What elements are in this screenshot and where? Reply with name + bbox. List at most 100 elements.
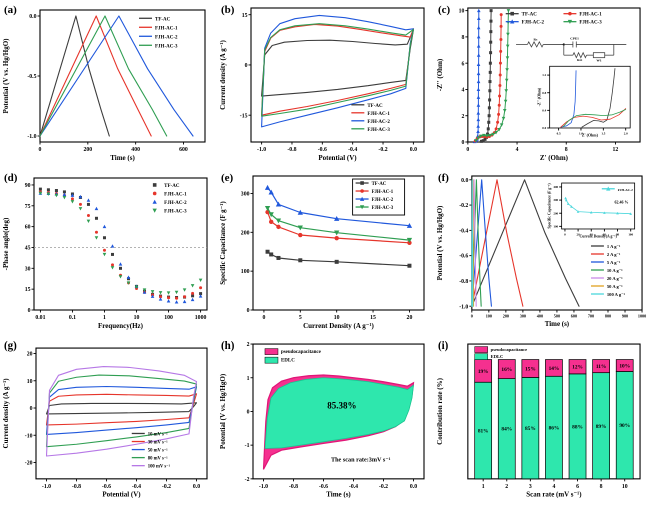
y-tick-label: 0 [461, 140, 464, 146]
y-axis-label: Contribution rate (%) [436, 377, 444, 445]
series-10 mV s⁻¹ [45, 402, 198, 415]
y-tick-label: 300 [241, 192, 250, 198]
axes: -1.0 -0.8 -0.6 -0.4 -0.2 0.0 -2 -1 0 1 2 Time (s) Po… [219, 342, 417, 499]
series-FJH-AC-2 [261, 14, 414, 128]
circuit-label-cpe: CPE1 [570, 36, 579, 40]
y-tick-label: 0 [245, 63, 248, 69]
circuit-label-w: W1 [596, 59, 601, 63]
x-tick-label: -0.6 [319, 484, 328, 490]
x-tick-label: 1.0 [579, 131, 583, 135]
x-tick-label: 0.1 [69, 315, 76, 321]
y-tick-label: -0.2 [459, 203, 468, 209]
y-tick-label: -15 [240, 113, 248, 119]
x-tick-label: 100 [486, 313, 492, 318]
x-tick-label: -0.4 [132, 484, 141, 490]
x-tick-label: 1 [103, 315, 106, 321]
series-5 A g⁻¹ [471, 179, 492, 307]
series-80 mV s⁻¹ [45, 374, 198, 448]
series-FJH-AC-2 [39, 15, 194, 137]
legend-item: 10 mV s⁻¹ [131, 431, 168, 437]
legend-label: FJH-AC-1 [164, 192, 187, 197]
x-tick-label: 40 [590, 232, 594, 236]
x-tick-label: 8 [565, 147, 568, 153]
y-tick-label: -1 [245, 443, 250, 449]
bar-label: 16% [501, 367, 512, 373]
y-tick-label: 10 [459, 9, 465, 15]
series-FJH-AC-3 [39, 15, 168, 137]
y-tick-label: 6 [461, 61, 464, 67]
axes: 0 4 8 12 0 2 4 6 8 10 Z' (Ohm) -Z'' (Ohm) [436, 9, 618, 162]
series-FJH-AC-3 [474, 9, 511, 143]
series-FJH-AC-2 [38, 191, 203, 304]
x-tick-label: -0.4 [349, 484, 358, 490]
x-tick-label: 0.0 [193, 484, 200, 490]
panel-svg-d: 0.01 0.1 1 10 100 1000 0 15 30 45 60 75 90 Frequency(… [2, 172, 208, 330]
y-tick-label: 15 [25, 287, 31, 293]
bar-segment-pseudocapacitance [615, 359, 634, 372]
x-tick-label: 400 [537, 313, 543, 318]
legend-item: pseudocapacitance [474, 346, 527, 353]
series-FJH-AC-2 [264, 184, 413, 228]
plot-frame [549, 65, 631, 129]
y-tick-label: 100 [553, 224, 558, 228]
legend-item: 50 A g⁻¹ [590, 284, 623, 289]
legend-label: FJH-AC-2 [618, 188, 633, 192]
x-tick-label: 2.0 [624, 131, 628, 135]
legend-item: TF-AC [139, 17, 171, 22]
y-tick-label: 45 [25, 246, 31, 252]
plot-frame [33, 177, 208, 311]
circuit-label-rct: Rct [577, 58, 583, 62]
bar-label: 88% [572, 424, 583, 430]
legend-label: FJH-AC-1 [367, 112, 390, 117]
panel-tag: (c) [438, 4, 450, 16]
y-tick-label: 0.0 [542, 126, 546, 130]
axes: -1.0 -0.8 -0.6 -0.4 -0.2 0.0 15 0 -15 Potential (… [219, 13, 417, 162]
legend-item: FJH-AC-1 [351, 112, 390, 117]
series-FJH-AC-3 [38, 191, 203, 295]
legend-item: 2 A g⁻¹ [590, 252, 621, 257]
y-tick-label: 0 [247, 308, 250, 314]
plot-frame [561, 182, 636, 230]
y-tick-label: -0.6 [459, 254, 468, 260]
series-FJH-AC-1 [261, 23, 414, 116]
x-tick-label: 80 [616, 232, 620, 236]
panel-cell-a: 0 200 400 600 0.0 -0.5 -1.0 Time (s) Potential (… [0, 0, 217, 168]
y-tick-label: 2 [461, 114, 464, 120]
x-tick-label: 10 [622, 484, 628, 490]
series-FJH-AC-1 [265, 209, 412, 246]
x-tick-label: 0.01 [35, 315, 45, 321]
legend-label: FJH-AC-2 [372, 198, 394, 203]
legend-item: 5 A g⁻¹ [590, 260, 621, 265]
y-tick-label: 1 [247, 376, 250, 382]
panel-svg-g: -1.0 -0.8 -0.6 -0.4 -0.2 0.0 -20 -10 0 10 20 Potent… [2, 340, 208, 499]
y-tick-label: 15 [242, 13, 248, 19]
x-tick-label: 0 [39, 147, 42, 153]
legend: TF-AC FJH-AC-1 FJH-AC-2 FJH-AC-3 [352, 178, 406, 216]
x-tick-label: -0.2 [162, 484, 171, 490]
legend: TF-AC FJH-AC-1 FJH-AC-2 FJH-AC-3 [505, 11, 602, 26]
legend-item: FJH-AC-3 [355, 205, 394, 211]
y-tick-label: -20 [25, 461, 33, 467]
panel-tag: (g) [4, 340, 17, 352]
series-FJH-AC-3 [562, 109, 627, 128]
legend-label: EDLC [281, 359, 295, 364]
panel-svg-b: -1.0 -0.8 -0.6 -0.4 -0.2 0.0 15 0 -15 Potential (… [219, 4, 425, 162]
panel-tag: (b) [221, 4, 235, 16]
legend: TF-AC FJH-AC-1 FJH-AC-2 FJH-AC-3 [152, 183, 187, 214]
legend-item: EDLC [264, 356, 295, 364]
x-tick-label: 3 [529, 484, 532, 490]
panel-cell-f: 0 100 200 300 400 500 600 700 800 900 1000 0.0 -0.2-… [434, 168, 650, 336]
legend: FJH-AC-2 [601, 186, 633, 192]
x-axis-label: Scan rate (mV s⁻¹) [526, 491, 582, 499]
panel-c: 0 4 8 12 0 2 4 6 8 10 Z' (Ohm) -Z'' (Ohm) TF-AC FJH-A… [436, 4, 641, 162]
y-tick-label: 0 [28, 308, 31, 314]
x-tick-label: 5 [299, 315, 302, 321]
x-axis-label: Time (s) [545, 320, 570, 328]
x-tick-label: 1 [482, 484, 485, 490]
y-axis-label: Specific Capacitance (F g⁻¹) [548, 183, 552, 229]
legend-item: EDLC [474, 353, 503, 360]
y-tick-label: -1.0 [27, 134, 36, 140]
panel-i: 1 2 3 4 6 8 10 Scan rate (mV s⁻¹) Contribution r… [436, 340, 641, 499]
y-tick-label: 90 [25, 183, 31, 189]
